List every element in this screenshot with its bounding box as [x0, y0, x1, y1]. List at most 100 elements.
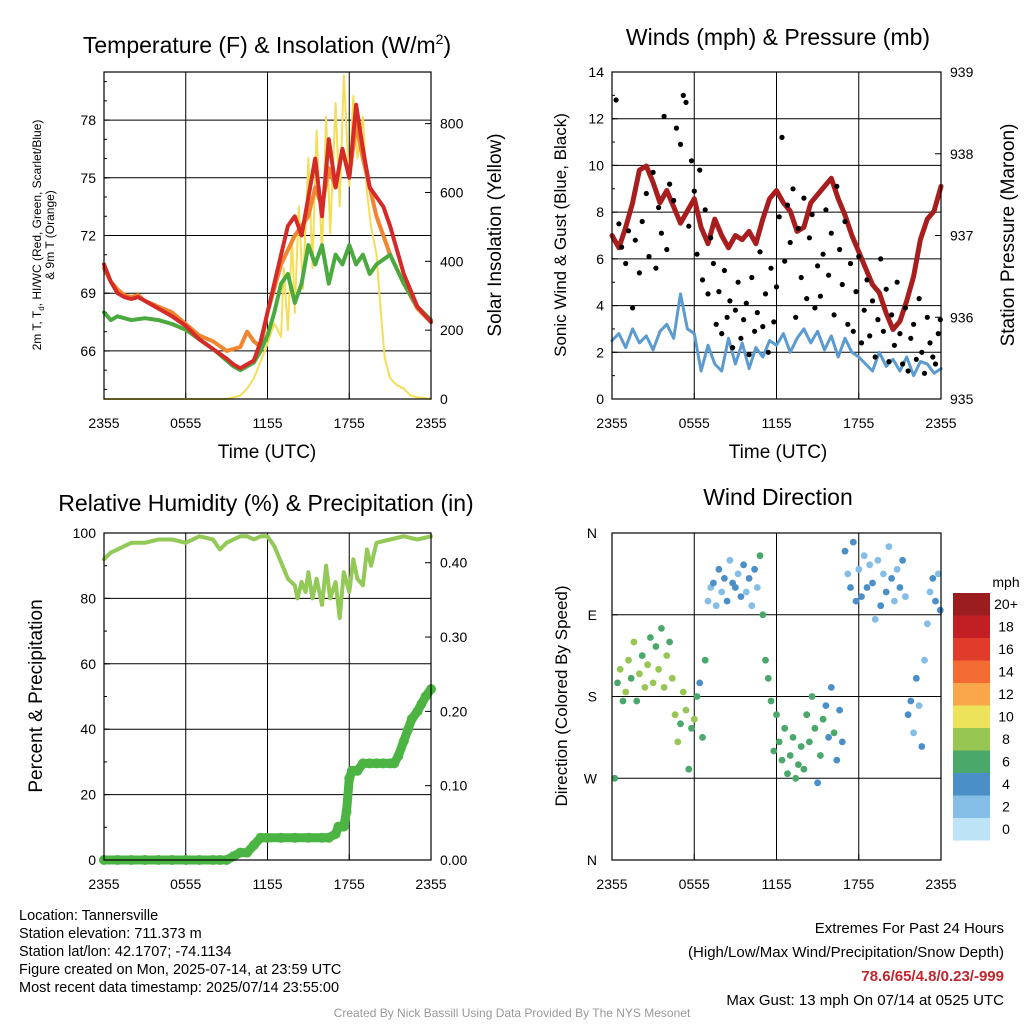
wind-direction-point: [753, 584, 761, 591]
legend-swatch: [953, 728, 990, 751]
wind-direction-point: [666, 638, 673, 646]
wind-direction-point: [806, 738, 813, 746]
gust-point: [730, 345, 736, 351]
precip-point: [344, 773, 355, 784]
gust-point: [908, 335, 914, 341]
legend-label: 10: [998, 709, 1014, 725]
wind-direction-point: [797, 743, 805, 750]
gust-point: [905, 368, 911, 374]
gust-point: [820, 251, 826, 257]
gust-point: [806, 235, 813, 241]
temp-ytick-label: 72: [80, 228, 96, 244]
wind-direction-point: [781, 724, 789, 732]
gust-point: [735, 279, 741, 285]
legend-swatch: [953, 638, 990, 661]
precip-point: [389, 758, 400, 769]
wind-direction-point: [814, 779, 821, 787]
legend-swatch: [953, 750, 990, 773]
gust-point: [900, 361, 906, 367]
precip-point: [416, 698, 427, 709]
rh-plot-border: [103, 532, 432, 861]
wind-direction-point: [696, 679, 704, 687]
gust-point: [924, 314, 930, 320]
gust-point: [632, 237, 638, 243]
wind-direction-point: [784, 770, 791, 778]
wind-direction-point: [649, 679, 657, 687]
wind-direction-point: [836, 706, 843, 714]
gust-point: [795, 225, 802, 232]
gust-point: [616, 221, 622, 227]
gust-point: [630, 305, 636, 311]
legend-swatch: [953, 615, 990, 638]
wind-direction-point: [874, 556, 882, 564]
winds-y2tick-label: 935: [950, 391, 974, 407]
precip-point: [352, 765, 363, 776]
legend-label: 18: [998, 619, 1014, 635]
winds-xtick-label: 2355: [596, 415, 627, 431]
winds-xtick-label: 0555: [679, 415, 710, 431]
gust-point: [768, 265, 774, 271]
gust-point: [773, 284, 780, 290]
legend-label: 2: [1002, 799, 1010, 815]
wind-direction-point: [718, 588, 726, 596]
gust-point: [937, 317, 943, 323]
winds-ytick-label: 0: [596, 391, 604, 407]
gust-point: [894, 279, 900, 285]
wind-direction-point: [786, 752, 794, 759]
legend-label: 4: [1002, 776, 1010, 792]
rh-xtick-label: 0555: [170, 876, 201, 892]
temp-title-part3: ): [443, 32, 451, 58]
wind-direction-point: [638, 652, 646, 659]
legend-title: mph: [992, 574, 1019, 590]
gust-point: [845, 321, 851, 327]
extremes-subheading: (High/Low/Max Wind/Precipitation/Snow De…: [688, 944, 1004, 961]
gust-point: [927, 340, 933, 346]
legend-label: 14: [998, 664, 1014, 680]
temp-xtick-label: 2355: [415, 415, 446, 431]
wind-direction-point: [712, 602, 720, 610]
rh-xtick-label: 2355: [415, 876, 446, 892]
gust-point: [858, 340, 865, 346]
gust-point: [699, 277, 706, 283]
wind-direction-point: [660, 684, 668, 691]
gust-point: [828, 230, 834, 236]
gust-point: [784, 202, 791, 208]
wind-direction-point: [778, 756, 786, 764]
gust-point: [853, 289, 859, 295]
gust-point: [688, 158, 695, 164]
wind-direction-point: [704, 597, 712, 605]
gust-point: [861, 307, 867, 313]
wdir-chart: 2355 0555 1155 1755 2355 N E S W N: [584, 525, 957, 892]
wdir-xtick-label: 1755: [843, 876, 874, 892]
gust-point: [721, 267, 728, 274]
legend-swatch: [953, 795, 990, 818]
wdir-xtick-label: 0555: [679, 876, 710, 892]
wind-direction-point: [699, 734, 706, 741]
rh-ytick-label: 40: [80, 721, 96, 737]
wind-direction-point: [822, 702, 830, 709]
winds-y2tick-label: 936: [950, 309, 974, 325]
rh-y2tick-label: 0.30: [440, 629, 467, 645]
wind-direction-point: [789, 734, 797, 741]
wind-direction-point: [671, 711, 679, 719]
wind-direction-point: [721, 575, 728, 582]
wind-direction-point: [751, 565, 758, 573]
winds-y2label: Station Pressure (Maroon): [998, 124, 1019, 347]
wind-direction-point: [830, 729, 838, 737]
temp-y2tick-label: 0: [440, 391, 448, 407]
wind-direction-point: [838, 738, 846, 746]
wind-direction-point: [742, 588, 750, 596]
wind-direction-point: [734, 570, 742, 578]
wind-direction-point: [817, 752, 824, 759]
gust-point: [673, 125, 680, 131]
legend-swatch: [953, 773, 990, 796]
wind-direction-point: [625, 656, 632, 664]
rh-xtick-label: 2355: [88, 876, 119, 892]
rh-chart: 2355 0555 1155 1755 2355 0 20 40 60 80 100 0.00 0.10…: [73, 525, 468, 892]
wind-direction-point: [891, 597, 898, 605]
gust-point: [749, 274, 755, 281]
wind-direction-point: [893, 565, 901, 573]
gust-point: [847, 260, 854, 267]
wind-direction-point: [679, 688, 687, 696]
